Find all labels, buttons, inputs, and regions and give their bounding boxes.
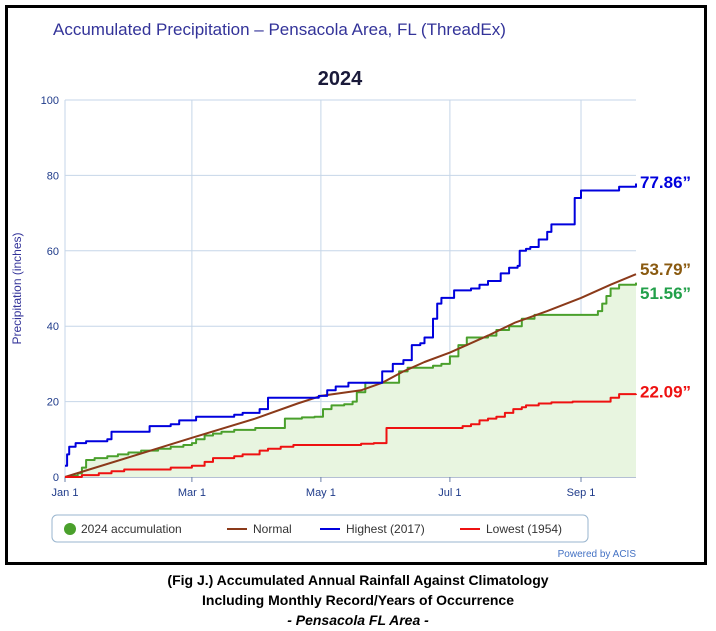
- powered-by-credit[interactable]: Powered by ACIS: [558, 549, 637, 560]
- y-axis-label: Precipitation (inches): [10, 232, 24, 344]
- chart-title: Accumulated Precipitation – Pensacola Ar…: [53, 20, 506, 39]
- series-line-lowest-1954: [65, 393, 637, 478]
- y-tick-label: 100: [41, 95, 59, 107]
- y-tick-label: 60: [47, 246, 59, 258]
- plot-area: 0 20 40 60 80 100 Jan 1 Mar 1 May 1 Jul 1 Sep 1 Pre…: [10, 95, 691, 499]
- series-line-highest-2017: [65, 183, 637, 467]
- legend-label-highest-2017[interactable]: Highest (2017): [346, 522, 425, 536]
- y-tick-label: 80: [47, 170, 59, 182]
- caption-line-3: - Pensacola FL Area -: [287, 612, 429, 628]
- x-tick-label: Jul 1: [438, 487, 461, 499]
- x-tick-label: May 1: [306, 487, 336, 499]
- y-tick-label: 0: [53, 472, 59, 484]
- chart-subtitle: 2024: [318, 68, 363, 90]
- legend-label-normal[interactable]: Normal: [253, 522, 292, 536]
- end-label-highest-2017: 77.86”: [640, 173, 691, 192]
- x-tick-label: Jan 1: [52, 487, 79, 499]
- y-tick-label: 40: [47, 321, 59, 333]
- end-label-2024-accumulation: 51.56”: [640, 284, 691, 303]
- accumulation-2024-area: [65, 282, 636, 477]
- end-label-normal: 53.79”: [640, 260, 691, 279]
- chart: Accumulated Precipitation – Pensacola Ar…: [10, 20, 691, 560]
- caption-line-2: Including Monthly Record/Years of Occurr…: [202, 592, 514, 608]
- legend: 2024 accumulation Normal Highest (2017) Low…: [51, 514, 589, 543]
- caption-line-1: (Fig J.) Accumulated Annual Rainfall Aga…: [167, 572, 549, 588]
- legend-marker-2024-accumulation: [64, 523, 76, 535]
- x-tick-label: Sep 1: [567, 487, 596, 499]
- legend-label-lowest-1954[interactable]: Lowest (1954): [486, 522, 562, 536]
- x-tick-label: Mar 1: [178, 487, 206, 499]
- chart-frame: Accumulated Precipitation – Pensacola Ar…: [5, 5, 707, 565]
- end-label-lowest-1954: 22.09”: [640, 382, 691, 401]
- y-tick-label: 20: [47, 397, 59, 409]
- legend-label-2024-accumulation[interactable]: 2024 accumulation: [81, 522, 182, 536]
- series-line-normal: [64, 273, 637, 478]
